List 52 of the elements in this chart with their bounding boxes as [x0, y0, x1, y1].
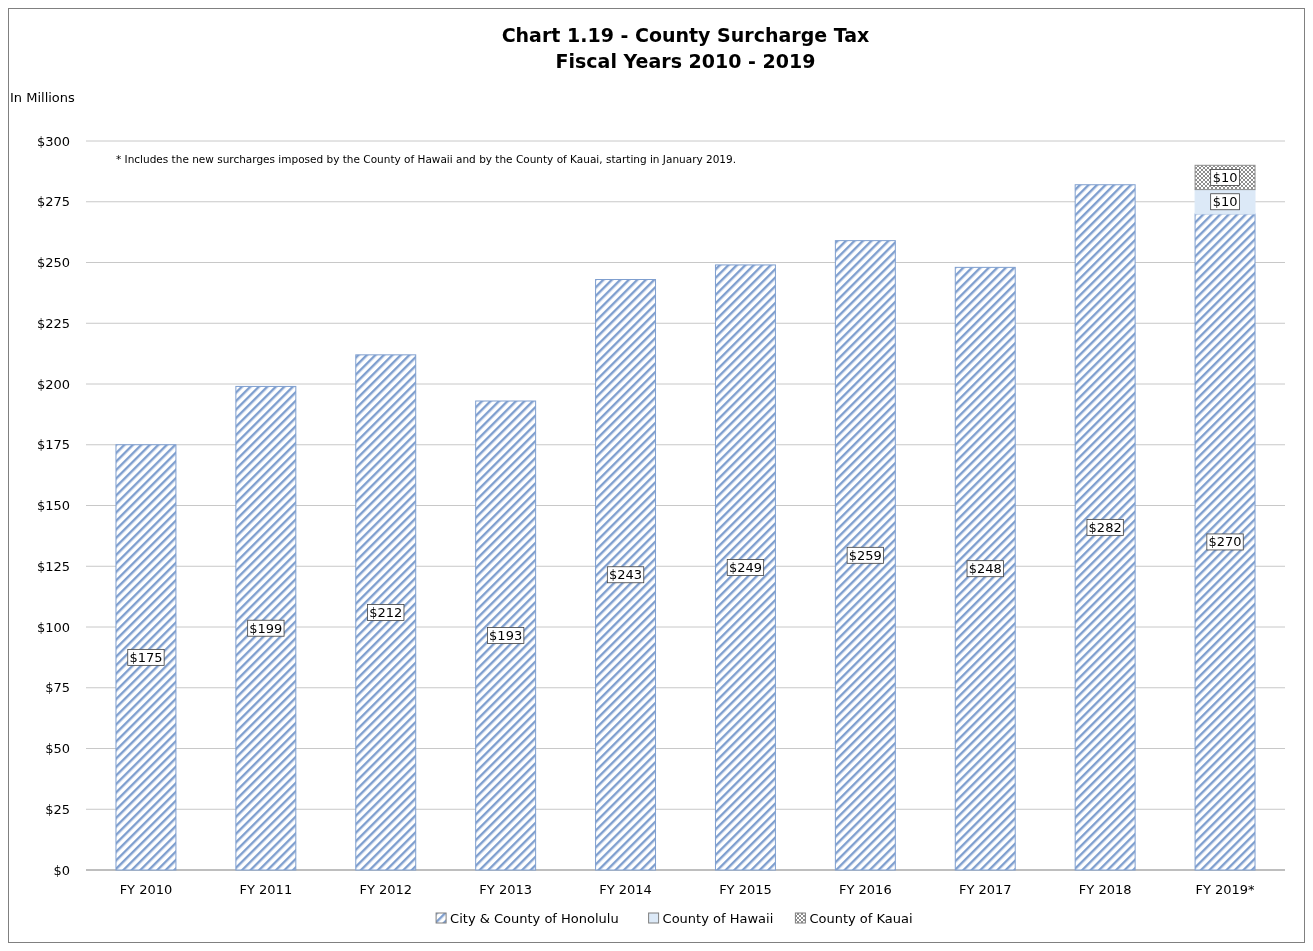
x-tick-label: FY 2010	[119, 882, 173, 897]
bar	[595, 279, 657, 871]
bar	[954, 266, 1016, 871]
legend-label: County of Kauai	[809, 911, 913, 926]
chart-subtitle: Fiscal Years 2010 - 2019	[555, 50, 816, 72]
data-label: $199	[249, 620, 283, 636]
y-tick-label: $275	[36, 194, 70, 210]
x-tick-label: FY 2013	[479, 882, 532, 897]
y-tick-label: $100	[36, 619, 70, 635]
bar	[1074, 184, 1136, 871]
bar	[834, 240, 896, 871]
y-tick-label: $0	[53, 862, 70, 878]
bar	[355, 354, 417, 871]
data-label: $175	[129, 649, 163, 665]
bar	[1194, 213, 1256, 871]
data-label: $249	[728, 559, 762, 575]
bar	[714, 264, 776, 871]
x-tick-label: FY 2017	[958, 882, 1012, 897]
y-tick-label: $75	[45, 680, 70, 696]
y-tick-label: $125	[36, 558, 70, 574]
bar	[115, 444, 177, 871]
data-label: $212	[369, 604, 403, 620]
chart-title: Chart 1.19 - County Surcharge Tax	[501, 24, 870, 46]
data-label: $259	[848, 547, 882, 563]
data-label: $193	[489, 628, 523, 644]
x-tick-label: FY 2011	[239, 882, 293, 897]
x-tick-label: FY 2016	[839, 882, 892, 897]
data-label: $282	[1088, 519, 1122, 535]
annotation: * Includes the new surcharges imposed by the County of Hawaii and by the County of Kauai, starting in January 2019.	[116, 153, 737, 165]
data-label: $270	[1208, 534, 1242, 550]
y-tick-label: $225	[36, 315, 70, 331]
x-tick-label: FY 2019*	[1195, 882, 1256, 897]
x-tick-label: FY 2015	[719, 882, 772, 897]
y-tick-label: $200	[36, 376, 70, 392]
y-tick-label: $50	[45, 741, 70, 756]
data-label: $243	[609, 567, 643, 583]
x-tick-label: FY 2012	[359, 882, 413, 897]
legend-label: City & County of Honolulu	[450, 911, 619, 926]
x-tick-label: FY 2014	[599, 882, 652, 897]
y-tick-label: $250	[36, 255, 70, 270]
data-label: $248	[968, 561, 1002, 577]
y-tick-label: $175	[36, 437, 70, 453]
y-tick-label: $25	[45, 801, 70, 817]
x-tick-label: FY 2018	[1078, 882, 1132, 897]
bar	[475, 400, 537, 871]
data-label: $10	[1212, 194, 1238, 210]
y-axis-title: In Millions	[10, 90, 76, 105]
y-tick-label: $150	[36, 498, 70, 513]
legend-label: County of Hawaii	[662, 911, 774, 926]
bar	[235, 385, 297, 871]
y-tick-label: $300	[36, 133, 70, 149]
data-label: $10	[1212, 169, 1238, 185]
